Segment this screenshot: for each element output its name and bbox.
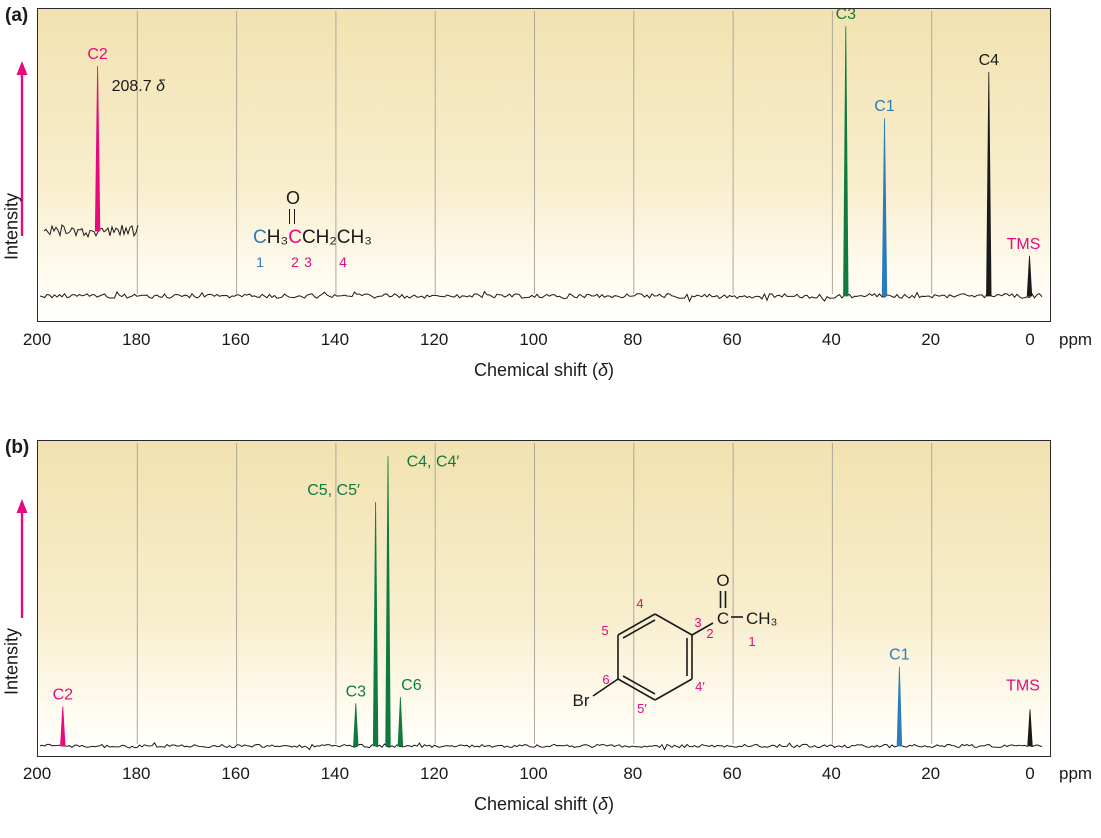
x-tick-200: 200 [22,330,52,349]
intensity-arrow-b [16,499,28,618]
methyl-label: CH₃ [746,609,777,628]
x-tick-40: 40 [821,330,841,349]
ring-number-4: 4 [636,596,643,611]
peak-C4 [986,72,992,297]
peak-TMS [1027,709,1033,747]
carbon-number-4: 4 [339,254,347,270]
peak-label-C1: C1 [874,98,895,115]
peak-label-C3: C3 [346,683,367,700]
peak-label-C2: C2 [87,46,108,63]
x-tick-120: 120 [420,764,449,783]
x-tick-60: 60 [722,764,742,783]
x-axis-unit: ppm [1059,330,1093,349]
ring-number-5: 5 [601,623,608,638]
spectrum-panel-a: C2 208.7 δ C3 C1 C4 TMS [37,8,1051,322]
x-tick-180: 180 [122,330,151,349]
baseline-trace [39,742,1043,751]
peak-label-C6: C6 [401,677,422,694]
x-tick-20: 20 [921,764,941,783]
formula-segment: CH₂CH₃ [301,227,372,248]
bromine-label: Br [573,691,590,710]
x-tick-100: 100 [519,330,548,349]
panel-a-label: (a) [5,5,29,26]
ring-number-5-prime: 5′ [637,701,647,716]
x-tick-140: 140 [320,764,350,783]
peak-C5, C5′ [372,501,379,747]
peak-C1 [896,666,903,747]
x-tick-80: 80 [623,330,643,349]
formula-segment: C [253,227,267,248]
peak-C1 [881,118,888,297]
x-tick-0: 0 [1025,764,1035,783]
x-axis-title-a: Chemical shift (δ) [473,360,615,380]
peak-label-TMS: TMS [1007,236,1041,253]
carbonyl-carbon-label: C [717,609,729,628]
shift-annotation: 208.7 δ [112,78,166,95]
x-tick-140: 140 [320,330,350,349]
y-axis-label-b: Intensity [1,627,22,696]
y-axis-label-a: Intensity [1,192,22,261]
x-axis-title-b: Chemical shift (δ) [473,794,615,814]
x-axis-unit: ppm [1059,764,1093,783]
x-tick-0: 0 [1025,330,1035,349]
carbon-number-2: 2 [291,254,299,270]
formula-segment: H₃ [266,227,289,248]
peak-C4, C4′ [385,456,391,747]
peak-label-C4, C4′: C4, C4′ [407,453,460,470]
chain-number-1: 1 [748,634,755,649]
carbon-number-3: 3 [304,254,312,270]
inset-expanded-trace [43,224,139,239]
x-axis-ticks-a: 200 180 160 140 120 100 80 60 40 20 0 ppm [23,330,1101,352]
peak-label-C5, C5′: C5, C5′ [307,482,360,499]
oxygen-label: O [716,571,729,590]
x-axis-ticks-b: 200 180 160 140 120 100 80 60 40 20 0 ppm [23,764,1101,786]
peak-TMS [1026,255,1033,297]
ring-number-4-prime: 4′ [695,679,705,694]
structure-4-bromoacetophenone: O C CH₃ Br 4 5 6 5′ 4′ 3 2 1 [573,571,778,716]
x-tick-40: 40 [821,764,841,783]
peak-label-TMS: TMS [1006,677,1040,694]
peak-C3 [843,26,849,297]
chain-number-2: 2 [706,626,713,641]
double-bond-line [288,209,291,224]
spectrum-panel-b: C2 C3 C5, C5′ C4, C4′ C6 C1 TMS [37,440,1051,757]
x-tick-20: 20 [921,330,941,349]
baseline-trace [39,290,1043,303]
x-tick-60: 60 [722,330,742,349]
x-tick-200: 200 [22,764,52,783]
peak-C2 [60,706,66,747]
peak-C3 [353,703,359,747]
x-tick-160: 160 [221,330,250,349]
peak-C6 [397,697,404,747]
peak-label-C4: C4 [979,52,1000,69]
peak-label-C3: C3 [836,9,857,23]
ring-number-3: 3 [694,615,701,630]
panel-b-label: (b) [5,437,30,458]
bond-lines [592,591,743,701]
carbon-number-1: 1 [256,254,264,270]
formula-segment: C [288,227,302,248]
double-bond-line [293,209,296,224]
peak-C2 [94,65,101,232]
x-tick-180: 180 [122,764,151,783]
x-tick-100: 100 [519,764,548,783]
x-tick-120: 120 [420,330,449,349]
x-tick-80: 80 [623,764,643,783]
intensity-arrow-a [16,61,28,236]
carbonyl-oxygen-label: O [285,188,300,208]
peak-label-C2: C2 [53,686,74,703]
peak-label-C1: C1 [889,647,910,664]
condensed-formula: CH₃CCH₂CH₃ [253,227,372,249]
ring-number-6: 6 [602,672,609,687]
x-tick-160: 160 [221,764,250,783]
